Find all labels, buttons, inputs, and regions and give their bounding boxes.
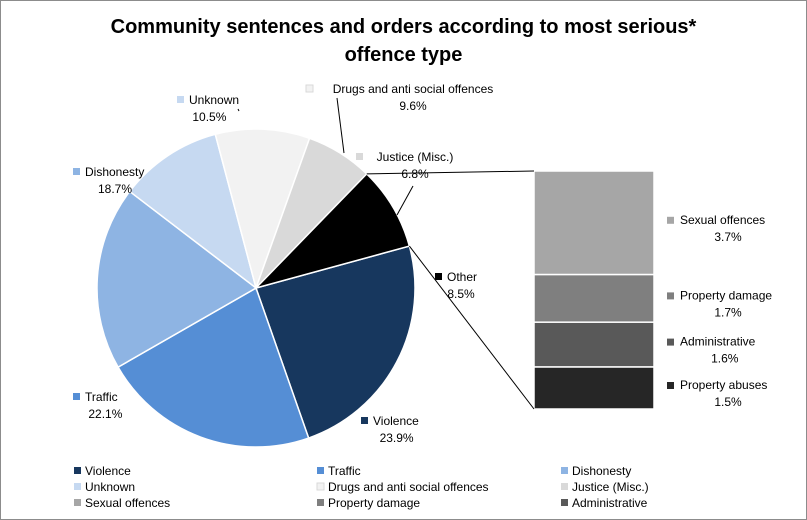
- slice-label-justice-misc: Justice (Misc.): [377, 150, 454, 164]
- slice-value-justice-misc: 6.8%: [401, 167, 429, 181]
- slice-value-drugs-and-anti-social-offences: 9.6%: [399, 99, 427, 113]
- legend-swatch-justice-misc: [561, 483, 568, 490]
- bar-segment-administrative: [533, 321, 655, 368]
- connector-line-bottom: [408, 245, 535, 410]
- legend-label-drugs-and-anti-social-offences: Drugs and anti social offences: [328, 480, 489, 494]
- legend-swatch-dishonesty: [561, 467, 568, 474]
- segment-label-sexual-offences: Sexual offences: [680, 213, 765, 227]
- leader-line-unknown: [237, 108, 240, 112]
- slice-label-other: Other: [447, 270, 477, 284]
- label-marker-other: [435, 273, 442, 280]
- legend-label-property-damage: Property damage: [328, 496, 420, 510]
- slice-label-drugs-and-anti-social-offences: Drugs and anti social offences: [333, 82, 494, 96]
- data-labels: Violence 23.9% Traffic 22.1% Dishonesty 18.7%…: [73, 82, 772, 445]
- segment-label-administrative: Administrative: [680, 335, 756, 349]
- segment-value-sexual-offences: 3.7%: [714, 230, 742, 244]
- leader-line-drugs-and-anti-social-offences: [336, 97, 345, 154]
- label-marker-violence: [361, 417, 368, 424]
- leader-line-justice-misc: [396, 185, 414, 216]
- label-marker-justice-misc: [356, 153, 363, 160]
- slice-value-unknown: 10.5%: [192, 110, 226, 124]
- bar-segment-property-abuses: [533, 366, 655, 410]
- label-marker-property-damage: [667, 292, 674, 300]
- legend-label-traffic: Traffic: [328, 464, 361, 478]
- breakdown-bar: [533, 170, 655, 410]
- pie-slice-violence: [255, 245, 416, 439]
- pie-slice-unknown: [128, 133, 258, 290]
- legend-label-justice-misc: Justice (Misc.): [572, 480, 649, 494]
- label-marker-drugs-and-anti-social-offences: [305, 84, 314, 93]
- legend-label-dishonesty: Dishonesty: [572, 464, 631, 478]
- pie-slices: [96, 128, 416, 448]
- label-marker-administrative: [667, 338, 674, 346]
- legend-swatch-drugs-and-anti-social-offences: [316, 482, 325, 491]
- segment-value-administrative: 1.6%: [711, 352, 739, 366]
- legend-swatch-traffic: [317, 467, 324, 474]
- connector-lines: [366, 170, 535, 410]
- slice-label-violence: Violence: [373, 414, 419, 428]
- label-marker-unknown: [177, 96, 184, 103]
- slice-value-traffic: 22.1%: [88, 407, 122, 421]
- chart-title: Community sentences and orders according…: [110, 16, 697, 66]
- pie-slice-other: [253, 172, 411, 290]
- slice-label-unknown: Unknown: [189, 93, 239, 107]
- legend-swatch-sexual-offences: [74, 499, 81, 506]
- legend-label-administrative: Administrative: [572, 496, 648, 510]
- slice-value-other: 8.5%: [447, 287, 475, 301]
- legend-label-unknown: Unknown: [85, 480, 135, 494]
- segment-label-property-damage: Property damage: [680, 288, 772, 302]
- legend-swatch-violence: [74, 467, 81, 474]
- pie-slice-traffic: [117, 286, 310, 448]
- slice-label-traffic: Traffic: [85, 390, 118, 404]
- slice-value-violence: 23.9%: [380, 431, 414, 445]
- connector-line-top: [366, 170, 535, 175]
- label-marker-dishonesty: [73, 168, 80, 175]
- segment-label-property-abuses: Property abuses: [680, 378, 767, 392]
- legend-swatch-unknown: [74, 483, 81, 490]
- bar-segment-property-damage: [533, 273, 655, 323]
- label-marker-property-abuses: [667, 382, 674, 389]
- slice-label-dishonesty: Dishonesty: [85, 165, 144, 179]
- bar-segment-sexual-offences: [533, 170, 655, 276]
- segment-value-property-damage: 1.7%: [714, 305, 742, 319]
- legend-label-violence: Violence: [85, 464, 131, 478]
- slice-value-dishonesty: 18.7%: [98, 182, 132, 196]
- label-marker-traffic: [73, 393, 80, 400]
- label-marker-sexual-offences: [667, 216, 674, 224]
- pie-slice-drugs-and-anti-social-offences: [214, 128, 311, 291]
- legend-swatch-property-damage: [317, 499, 324, 506]
- legend-swatch-administrative: [561, 499, 568, 506]
- segment-value-property-abuses: 1.5%: [714, 395, 742, 409]
- legend-label-sexual-offences: Sexual offences: [85, 496, 170, 510]
- pie-slice-dishonesty: [96, 190, 258, 369]
- legend: Violence Traffic Dishonesty Unknown Drugs an…: [74, 464, 649, 510]
